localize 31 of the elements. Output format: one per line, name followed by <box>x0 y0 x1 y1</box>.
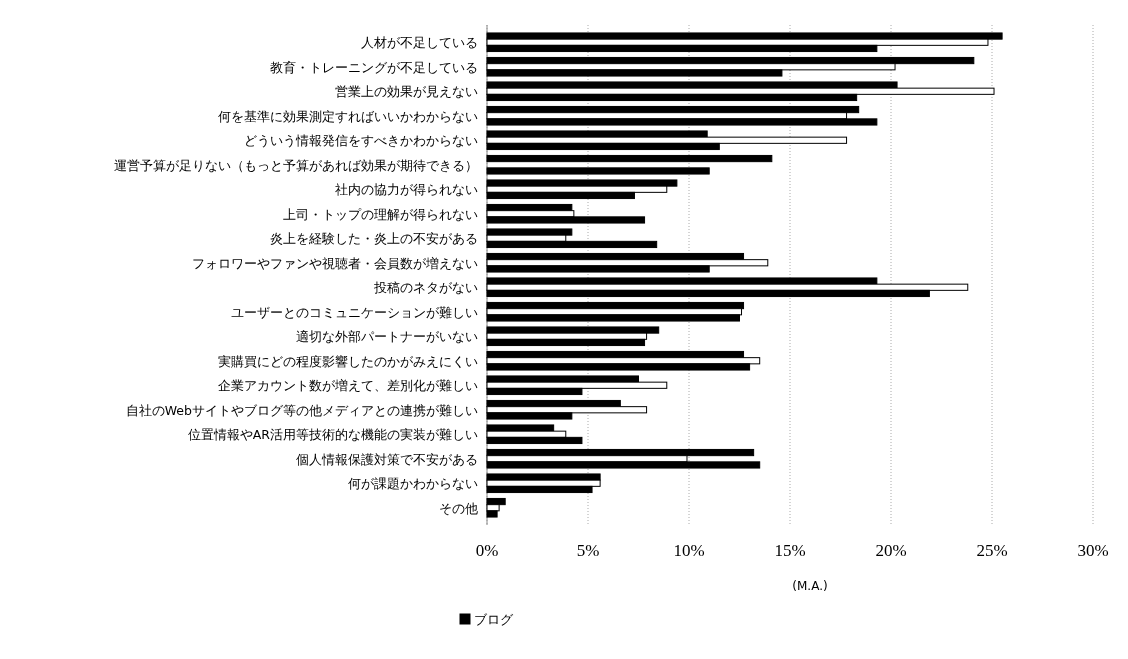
x-tick-label: 20% <box>875 541 907 560</box>
y-tick-label: 営業上の効果が見えない <box>335 84 478 100</box>
y-tick-label: 個人情報保護対策で不安がある <box>296 451 478 467</box>
text: (M.A.) <box>792 579 828 593</box>
y-tick-label: 人材が不足している <box>361 35 478 51</box>
y-tick-label: その他 <box>439 500 478 516</box>
y-tick-label: ユーザーとのコミュニケーションが難しい <box>231 304 478 320</box>
y-tick-label: 位置情報やAR活用等技術的な機能の実装が難しい <box>187 427 478 443</box>
y-tick-label: 運営予算が足りない（もっと予算があれば効果が期待できる） <box>114 157 478 173</box>
bar <box>486 154 773 163</box>
y-tick-label: 投稿のネタがない <box>373 280 478 296</box>
y-tick-label: 実購買にどの程度影響したのかがみえにくい <box>218 353 478 369</box>
x-tick-label: 10% <box>673 541 705 560</box>
y-tick-label: 炎上を経験した・炎上の不安がある <box>270 231 478 247</box>
y-tick-label: 自社のWebサイトやブログ等の他メディアとの連携が難しい <box>125 402 478 418</box>
x-tick-label: 25% <box>976 541 1008 560</box>
y-tick-label: 教育・トレーニングが不足している <box>270 59 478 75</box>
x-tick-label: 30% <box>1077 541 1109 560</box>
x-tick-label: 5% <box>576 541 600 560</box>
x-tick-label: 15% <box>774 541 806 560</box>
y-tick-label: 企業アカウント数が増えて、差別化が難しい <box>218 378 478 394</box>
y-tick-label: 社内の協力が得られない <box>335 182 478 198</box>
y-tick-label: 適切な外部パートナーがいない <box>296 329 478 345</box>
bar <box>486 167 710 175</box>
x-tick-label: 0% <box>475 541 499 560</box>
y-tick-label: どういう情報発信をすべきかわからない <box>244 133 478 149</box>
y-tick-label: 何が課題かわからない <box>348 476 478 492</box>
y-tick-label: 上司・トップの理解が得られない <box>283 206 478 222</box>
y-tick-label: フォロワーやファンや視聴者・会員数が増えない <box>192 255 478 271</box>
legend-label: ブログ <box>474 612 514 627</box>
y-tick-label: 何を基準に効果測定すればいいかわからない <box>218 108 478 124</box>
